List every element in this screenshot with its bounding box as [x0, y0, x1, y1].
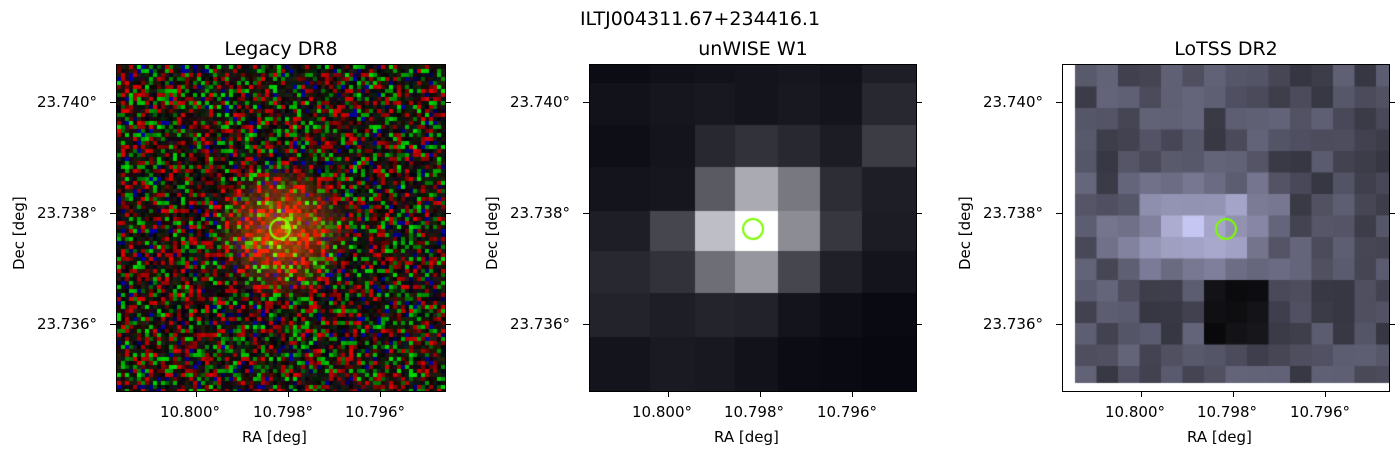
- ytick-label: 23.738°: [37, 204, 97, 222]
- ytick-mark: [110, 324, 116, 325]
- cutout-image-legacy: [116, 64, 446, 392]
- y-axis-label: Dec [deg]: [483, 196, 501, 270]
- ytick-label: 23.738°: [983, 204, 1043, 222]
- ytick-label: 23.736°: [983, 315, 1043, 333]
- ytick-mark-right: [1389, 102, 1395, 103]
- ytick-label: 23.738°: [510, 204, 570, 222]
- xtick-label: 10.800°: [632, 403, 692, 421]
- xtick-mark: [668, 391, 669, 397]
- ytick-mark-right: [445, 213, 451, 214]
- panel-title-lotss: LoTSS DR2: [1174, 38, 1278, 60]
- ytick-label: 23.736°: [510, 315, 570, 333]
- xtick-label: 10.798°: [1197, 403, 1257, 421]
- ytick-mark: [583, 324, 589, 325]
- xtick-label: 10.798°: [724, 403, 784, 421]
- cutout-image-unwise: [589, 64, 917, 392]
- ytick-mark-right: [1389, 213, 1395, 214]
- figure-title: ILTJ004311.67+234416.1: [579, 8, 821, 30]
- ytick-mark: [583, 213, 589, 214]
- xtick-label: 10.796°: [345, 403, 405, 421]
- xtick-label: 10.796°: [1290, 403, 1350, 421]
- x-axis-label: RA [deg]: [242, 428, 307, 446]
- xtick-mark: [1233, 391, 1234, 397]
- ytick-mark: [1056, 102, 1062, 103]
- panel-title-unwise: unWISE W1: [698, 38, 808, 60]
- xtick-mark: [760, 391, 761, 397]
- x-axis-label: RA [deg]: [714, 428, 779, 446]
- ytick-mark: [1056, 324, 1062, 325]
- ytick-mark-right: [1389, 324, 1395, 325]
- ytick-label: 23.740°: [510, 93, 570, 111]
- xtick-mark: [852, 391, 853, 397]
- ytick-label: 23.736°: [37, 315, 97, 333]
- ytick-mark: [110, 213, 116, 214]
- ytick-mark-right: [916, 324, 922, 325]
- xtick-mark: [196, 391, 197, 397]
- xtick-label: 10.800°: [160, 403, 220, 421]
- ytick-mark-right: [916, 213, 922, 214]
- ytick-label: 23.740°: [983, 93, 1043, 111]
- cutout-image-lotss: [1062, 64, 1390, 392]
- xtick-mark: [1141, 391, 1142, 397]
- y-axis-label: Dec [deg]: [10, 196, 28, 270]
- ytick-mark: [110, 102, 116, 103]
- xtick-mark: [288, 391, 289, 397]
- ytick-mark-right: [445, 324, 451, 325]
- ytick-mark: [583, 102, 589, 103]
- xtick-mark: [380, 391, 381, 397]
- panel-title-legacy: Legacy DR8: [224, 38, 338, 60]
- ytick-mark-right: [445, 102, 451, 103]
- ytick-mark: [1056, 213, 1062, 214]
- xtick-label: 10.800°: [1105, 403, 1165, 421]
- xtick-label: 10.798°: [253, 403, 313, 421]
- ytick-label: 23.740°: [37, 93, 97, 111]
- xtick-mark: [1325, 391, 1326, 397]
- xtick-label: 10.796°: [817, 403, 877, 421]
- y-axis-label: Dec [deg]: [956, 196, 974, 270]
- ytick-mark-right: [916, 102, 922, 103]
- x-axis-label: RA [deg]: [1187, 428, 1252, 446]
